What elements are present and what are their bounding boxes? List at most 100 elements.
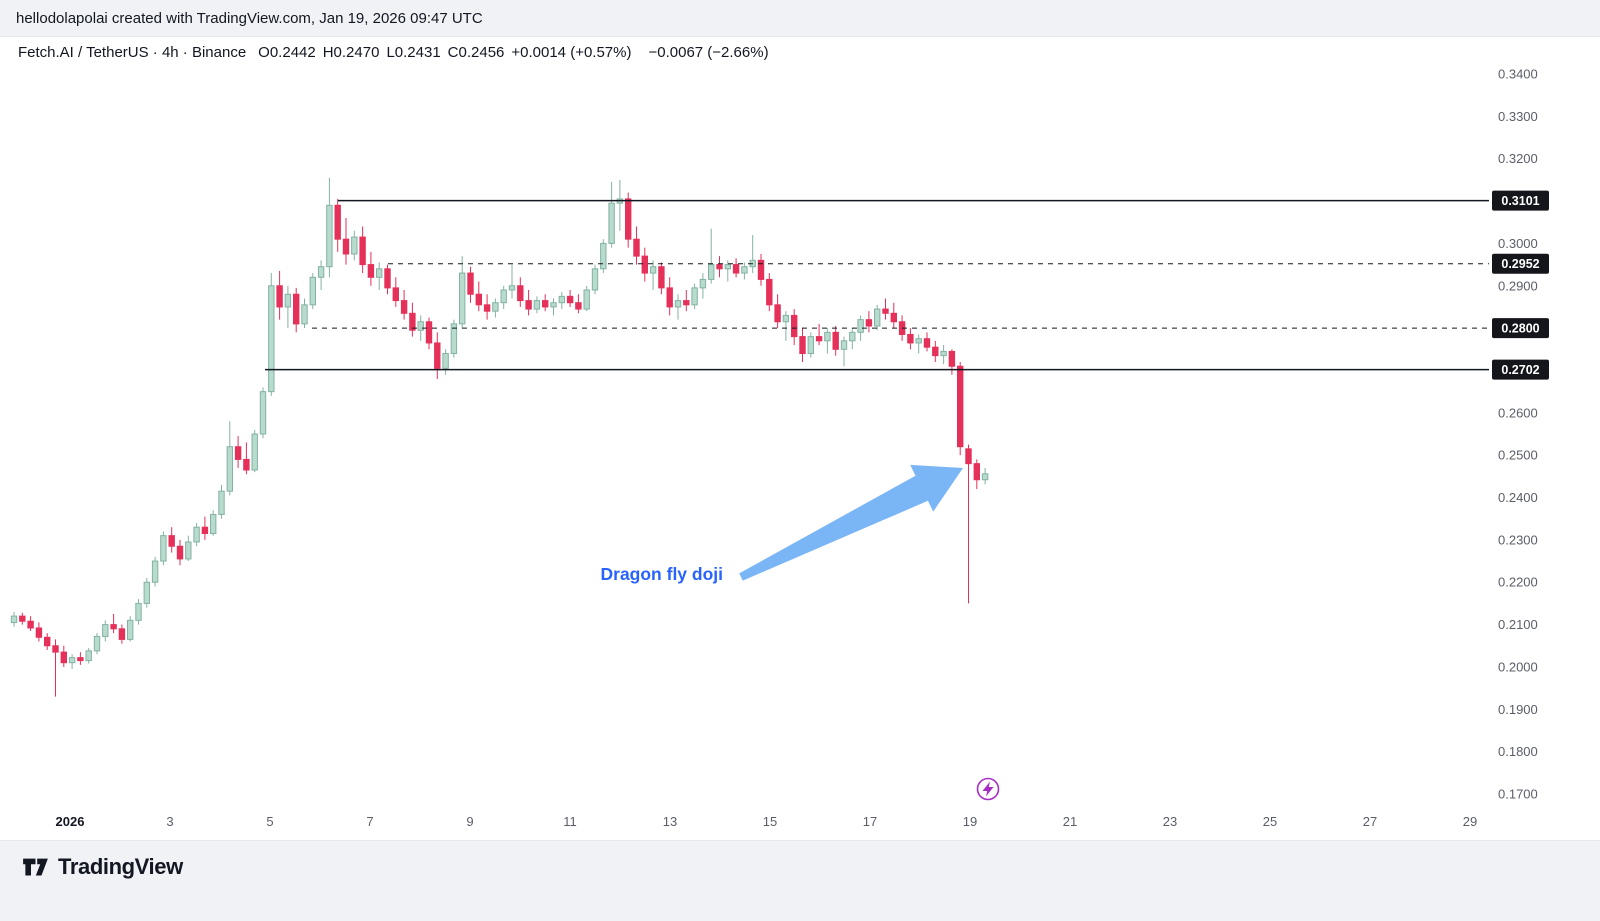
candle-down (35, 622, 43, 642)
ohlc-open: O0.2442 (258, 44, 316, 61)
symbol-title[interactable]: Fetch.AI / TetherUS · 4h · Binance (18, 44, 247, 61)
price-axis-label[interactable]: 0.2000 (1498, 659, 1538, 674)
candle-up (857, 315, 864, 341)
price-axis-label[interactable]: 0.2400 (1498, 490, 1538, 505)
candle-up (93, 633, 101, 655)
time-axis-label[interactable]: 15 (763, 814, 777, 829)
price-axis-label[interactable]: 0.3400 (1498, 67, 1538, 82)
candle-up (251, 429, 258, 473)
candle-up (608, 182, 615, 248)
time-axis-label[interactable]: 3 (166, 814, 173, 829)
candle-up (840, 336, 848, 367)
svg-text:0.2800: 0.2800 (1501, 322, 1539, 336)
candle-down (832, 326, 839, 356)
candle-up (749, 234, 756, 274)
candle-up (268, 273, 275, 396)
daily-change: −0.0067 (−2.66%) (648, 44, 769, 61)
ohlc-low: L0.2431 (386, 44, 441, 61)
candle-down (176, 539, 184, 566)
time-axis-label[interactable]: 2026 (56, 814, 85, 829)
candle-down (658, 262, 665, 295)
time-axis-label[interactable]: 21 (1063, 814, 1077, 829)
price-axis-label[interactable]: 0.2600 (1498, 405, 1538, 420)
candle-up (533, 296, 541, 314)
candle-up (724, 260, 731, 282)
candle-up (492, 298, 499, 318)
price-axis-label[interactable]: 0.1900 (1498, 702, 1538, 717)
time-axis-label[interactable]: 27 (1363, 814, 1377, 829)
candle-up (459, 256, 466, 329)
candle-down (948, 349, 956, 375)
arrow-drawing[interactable] (739, 464, 963, 581)
candle-down (77, 652, 84, 665)
price-axis-label[interactable]: 0.2500 (1498, 448, 1538, 463)
candle-up (649, 260, 657, 290)
candle-down (52, 639, 59, 697)
time-axis-label[interactable]: 19 (963, 814, 977, 829)
time-axis-label[interactable]: 25 (1263, 814, 1277, 829)
candle-down (575, 294, 582, 314)
candle-down (517, 277, 524, 307)
time-axis-label[interactable]: 11 (563, 814, 577, 829)
candle-up (442, 349, 449, 375)
time-axis-label[interactable]: 7 (366, 814, 373, 829)
candle-down (633, 226, 640, 265)
candle-down (409, 302, 416, 337)
price-axis-label[interactable]: 0.2200 (1498, 575, 1538, 590)
candle-up (616, 179, 624, 231)
candle-down (716, 256, 723, 278)
candle-down (566, 290, 574, 307)
tradingview-logo[interactable]: TradingView (22, 853, 183, 880)
price-axis-label[interactable]: 0.2100 (1498, 617, 1538, 632)
price-axis-label[interactable]: 0.1800 (1498, 744, 1538, 759)
candle-up (127, 616, 134, 642)
candle-up (10, 611, 18, 627)
time-axis-label[interactable]: 23 (1163, 814, 1177, 829)
candle-up (351, 230, 358, 261)
svg-text:0.2952: 0.2952 (1501, 257, 1539, 271)
candle-down (683, 290, 690, 312)
candle-up (450, 319, 458, 358)
candle-up (135, 599, 142, 625)
price-axis-label[interactable]: 0.3000 (1498, 236, 1538, 251)
candle-up (226, 421, 234, 496)
price-level-badge: 0.2952 (1492, 253, 1549, 274)
candle-down (359, 226, 366, 274)
candle-up (326, 177, 333, 278)
flash-icon[interactable] (976, 777, 1000, 801)
candle-up (699, 273, 707, 299)
candle-up (674, 294, 682, 320)
candle-down (475, 281, 483, 312)
ohlc-high: H0.2470 (322, 44, 380, 61)
candle-up (317, 260, 325, 290)
annotation-text[interactable]: Dragon fly doji (601, 564, 724, 584)
candle-up (160, 531, 167, 566)
time-axis-label[interactable]: 29 (1463, 814, 1477, 829)
price-axis-label[interactable]: 0.2300 (1498, 532, 1538, 547)
candle-down (118, 624, 126, 644)
candle-down (400, 290, 408, 320)
candle-up (591, 264, 599, 295)
candle-down (815, 323, 823, 346)
ohlc-close: C0.2456 (447, 44, 505, 61)
candle-up (218, 484, 225, 519)
attribution-bar: hellodolapolai created with TradingView.… (16, 10, 483, 27)
time-axis-label[interactable]: 9 (466, 814, 473, 829)
candle-down (384, 264, 391, 295)
tradingview-wordmark: TradingView (58, 853, 183, 879)
price-level-badge: 0.2702 (1492, 359, 1549, 380)
price-axis-label[interactable]: 0.1700 (1498, 787, 1538, 802)
time-axis-label[interactable]: 13 (663, 814, 677, 829)
price-axis-label[interactable]: 0.3200 (1498, 151, 1538, 166)
candle-down (757, 254, 765, 286)
candle-down (923, 332, 931, 352)
price-axis-label[interactable]: 0.3300 (1498, 109, 1538, 124)
time-axis-label[interactable]: 5 (266, 814, 273, 829)
candle-up (68, 654, 76, 670)
candle-up (807, 332, 814, 358)
candle-up (210, 510, 217, 536)
candle-up (193, 522, 200, 547)
price-axis-label[interactable]: 0.2900 (1498, 278, 1538, 293)
time-axis-label[interactable]: 17 (863, 814, 877, 829)
candle-up (874, 304, 881, 331)
